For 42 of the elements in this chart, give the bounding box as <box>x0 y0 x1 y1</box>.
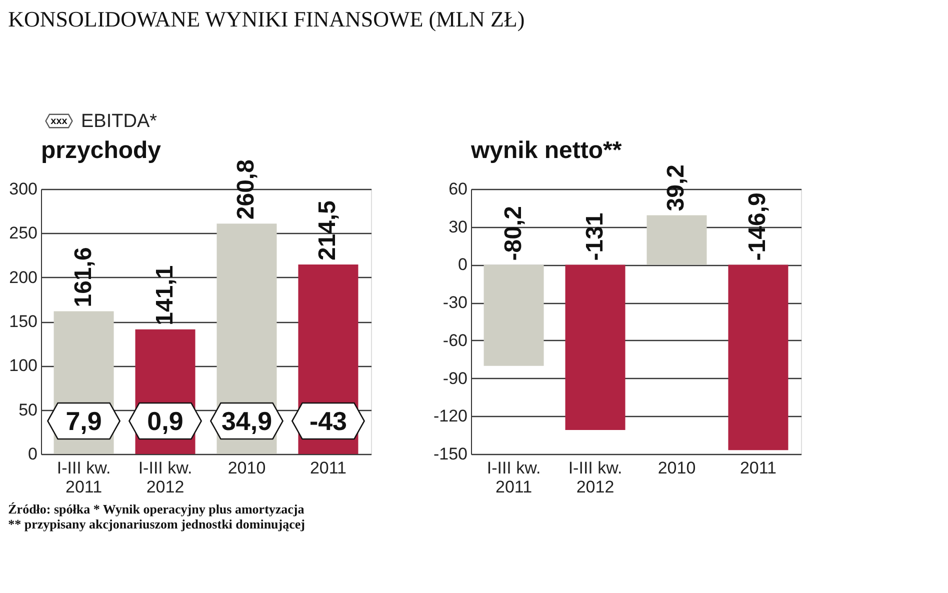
y-tick-label: -30 <box>442 293 468 312</box>
y-tick-label: -120 <box>433 406 468 426</box>
x-tick-label: I-III kw. 2012 <box>138 458 192 496</box>
data-label: -146,9 <box>744 192 772 261</box>
y-tick-label: 150 <box>9 312 38 331</box>
y-tick-label: 0 <box>28 444 38 464</box>
annotation: 0,9 <box>147 406 184 436</box>
legend-title: EBITDA* <box>81 111 158 132</box>
data-label: -80,2 <box>500 206 527 261</box>
y-tick-label: 30 <box>448 217 468 236</box>
text: xxx <box>50 116 68 127</box>
y-tick-label: -60 <box>442 330 468 350</box>
chart-subtitle: wynik netto** <box>470 137 622 164</box>
annotation: 7,9 <box>66 406 102 436</box>
y-tick-label: 100 <box>9 356 38 376</box>
y-tick-label: 60 <box>448 180 468 198</box>
x-tick-label: 2010 <box>658 458 696 478</box>
chart-subtitle: przychody <box>41 137 162 164</box>
y-tick-label: 250 <box>9 224 38 243</box>
data-label: 141,1 <box>151 265 178 326</box>
x-tick-label: I-III kw. 2011 <box>56 458 111 496</box>
y-tick-label: 0 <box>458 255 468 274</box>
data-label: 39,2 <box>662 164 690 212</box>
annotation: 34,9 <box>221 406 272 436</box>
data-label: 161,6 <box>70 247 97 308</box>
text: Źródło: spółka * Wynik operacyjny plus amortyzacja <box>8 502 305 516</box>
y-tick-label: 50 <box>18 400 38 420</box>
x-tick-label: I-III kw. 2012 <box>568 458 622 496</box>
x-tick-label: I-III kw. 2011 <box>486 458 541 496</box>
y-tick-label: -90 <box>442 368 468 388</box>
x-tick-label: 2011 <box>740 458 777 478</box>
y-tick-label: 300 <box>9 180 38 198</box>
y-tick-label: -150 <box>433 444 468 464</box>
chart-title: KONSOLIDOWANE WYNIKI FINANSOWE (MLN ZŁ) <box>8 6 525 32</box>
data-label: -131 <box>581 212 608 261</box>
annotation: -43 <box>309 406 348 436</box>
data-label: 260,8 <box>232 160 260 220</box>
data-label: 214,5 <box>314 200 342 261</box>
x-tick-label: 2010 <box>228 458 266 478</box>
x-tick-label: 2011 <box>310 458 347 478</box>
y-tick-label: 200 <box>9 268 38 287</box>
text: ** przypisany akcjonariuszom jednostki dominującej <box>8 516 305 532</box>
